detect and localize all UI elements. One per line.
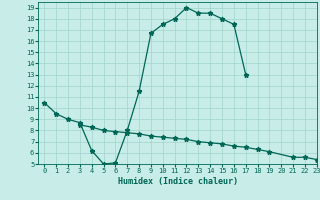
- X-axis label: Humidex (Indice chaleur): Humidex (Indice chaleur): [118, 177, 238, 186]
